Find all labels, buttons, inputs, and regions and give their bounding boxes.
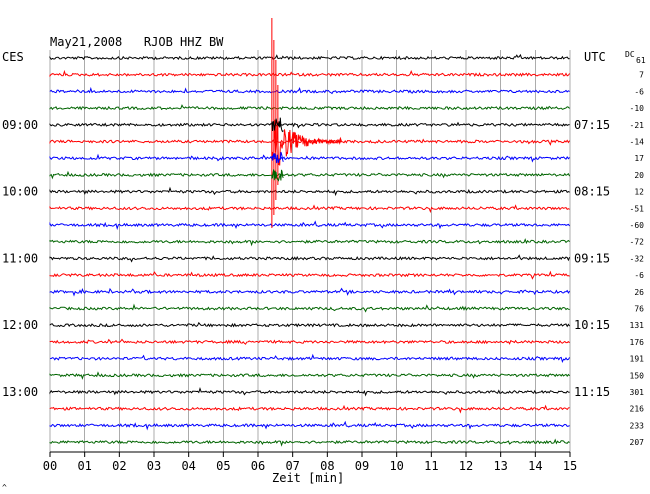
dc-offset-9: -51 xyxy=(630,204,645,213)
left-time-label-13:00: 13:00 xyxy=(2,385,38,399)
dc-offset-13: -6 xyxy=(634,271,644,280)
corner-mark: ^ xyxy=(2,483,7,492)
x-tick-label-07: 07 xyxy=(285,459,299,473)
x-tick-label-09: 09 xyxy=(355,459,369,473)
dc-offset-3: -10 xyxy=(630,104,645,113)
right-time-label-10:15: 10:15 xyxy=(574,318,610,332)
trace-20 xyxy=(49,387,570,397)
trace-13 xyxy=(49,270,570,280)
trace-0 xyxy=(49,53,570,61)
dc-sub-label: 61 xyxy=(636,56,646,65)
trace-7 xyxy=(49,170,571,180)
trace-3 xyxy=(49,104,570,111)
trace-1 xyxy=(49,69,571,78)
dc-offset-12: -32 xyxy=(630,254,645,263)
right-timezone-label: UTC xyxy=(584,50,606,64)
dc-offset-8: 12 xyxy=(634,188,644,197)
x-tick-label-01: 01 xyxy=(77,459,91,473)
event-coda-0 xyxy=(271,119,342,166)
dc-offset-19: 150 xyxy=(630,371,645,380)
trace-15 xyxy=(49,303,570,313)
dc-offset-23: 207 xyxy=(630,438,645,447)
trace-22 xyxy=(49,420,570,431)
x-tick-label-00: 00 xyxy=(43,459,57,473)
left-time-label-09:00: 09:00 xyxy=(2,118,38,132)
dc-offset-11: -72 xyxy=(630,238,645,247)
x-tick-label-04: 04 xyxy=(181,459,195,473)
dc-offset-5: -14 xyxy=(630,138,645,147)
dc-offset-labels: 7 -6 -10 -21 -14 17 20 12 -51 -60 -72 -32 -6 26 76 131 1… xyxy=(630,71,645,447)
grid xyxy=(49,50,571,457)
trace-18 xyxy=(49,353,571,364)
dc-offset-17: 176 xyxy=(630,338,645,347)
trace-8 xyxy=(49,186,570,197)
x-tick-label-06: 06 xyxy=(251,459,265,473)
trace-12 xyxy=(49,254,571,263)
trace-9 xyxy=(49,204,570,214)
x-tick-label-15: 15 xyxy=(563,459,577,473)
dc-offset-4: -21 xyxy=(630,121,645,130)
right-time-label-08:15: 08:15 xyxy=(574,185,610,199)
dc-offset-10: -60 xyxy=(630,221,645,230)
right-time-label-07:15: 07:15 xyxy=(574,118,610,132)
dc-offset-18: 191 xyxy=(630,355,645,364)
trace-14 xyxy=(49,287,571,297)
x-tick-label-11: 11 xyxy=(424,459,438,473)
dc-offset-7: 20 xyxy=(634,171,644,180)
x-tick-label-14: 14 xyxy=(528,459,542,473)
trace-4 xyxy=(49,121,570,129)
trace-10 xyxy=(49,220,570,231)
trace-6 xyxy=(49,153,570,163)
trace-19 xyxy=(49,371,570,380)
dc-offset-2: -6 xyxy=(634,87,644,96)
dc-offset-15: 76 xyxy=(634,305,644,314)
right-time-label-09:15: 09:15 xyxy=(574,251,610,265)
x-tick-label-03: 03 xyxy=(147,459,161,473)
event-burst-0-0 xyxy=(271,117,284,133)
dc-offset-16: 131 xyxy=(630,321,645,330)
event-traces xyxy=(271,18,342,228)
x-axis-label: Zeit [min] xyxy=(272,471,344,485)
right-time-label-11:15: 11:15 xyxy=(574,385,610,399)
trace-23 xyxy=(49,438,570,447)
dc-offset-1: 7 xyxy=(639,71,644,80)
right-time-labels: 07:15 08:15 09:15 10:15 11:15 xyxy=(574,118,610,399)
dc-offset-14: 26 xyxy=(634,288,644,297)
left-time-label-10:00: 10:00 xyxy=(2,185,38,199)
event-burst-0-1 xyxy=(271,151,284,164)
trace-2 xyxy=(49,86,570,95)
left-time-labels: 09:00 10:00 11:00 12:00 13:00 xyxy=(2,118,38,399)
x-tick-label-02: 02 xyxy=(112,459,126,473)
left-time-label-12:00: 12:00 xyxy=(2,318,38,332)
x-tick-label-05: 05 xyxy=(216,459,230,473)
x-tick-label-10: 10 xyxy=(389,459,403,473)
dc-label: DC xyxy=(625,50,635,59)
trace-21 xyxy=(49,404,570,414)
trace-16 xyxy=(49,321,571,328)
seismic-traces xyxy=(49,53,571,447)
dc-offset-6: 17 xyxy=(634,154,644,163)
trace-17 xyxy=(49,338,570,345)
x-tick-label-13: 13 xyxy=(493,459,507,473)
dc-offset-20: 301 xyxy=(630,388,645,397)
left-time-label-11:00: 11:00 xyxy=(2,251,38,265)
x-tick-label-08: 08 xyxy=(320,459,334,473)
trace-11 xyxy=(49,238,570,247)
dc-offset-22: 233 xyxy=(630,421,645,430)
dc-offset-21: 216 xyxy=(630,405,645,414)
x-tick-label-12: 12 xyxy=(459,459,473,473)
chart-title: May21,2008 RJOB HHZ BW xyxy=(50,35,224,49)
left-timezone-label: CES xyxy=(2,50,24,64)
x-tick-labels: 00 01 02 03 04 05 06 07 08 09 10 11 12 13 14 15 xyxy=(43,459,577,473)
event-burst-0-2 xyxy=(271,169,284,182)
